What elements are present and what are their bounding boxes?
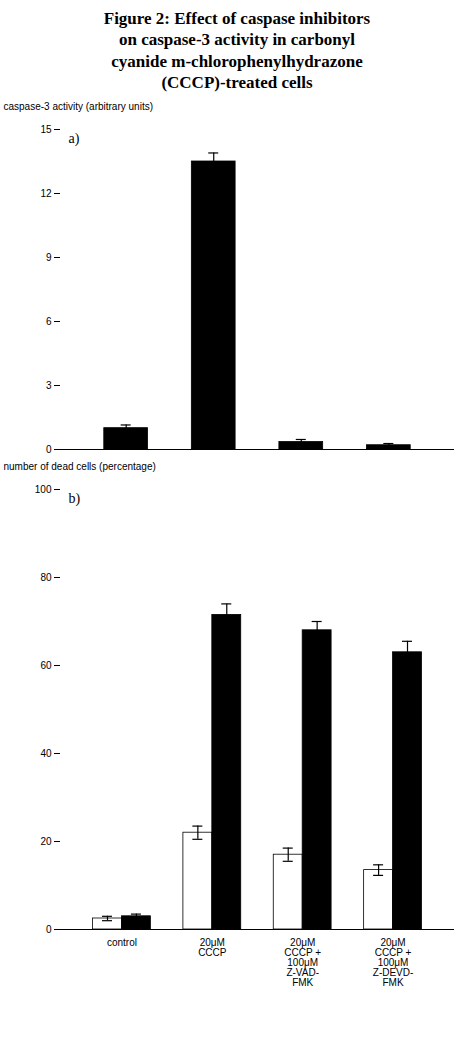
svg-text:a): a) <box>69 131 80 147</box>
svg-text:caspase-3 activity (arbitrary: caspase-3 activity (arbitrary units) <box>4 101 154 112</box>
svg-text:20μMCCCP: 20μMCCCP <box>198 937 227 958</box>
svg-text:control: control <box>107 937 137 948</box>
svg-text:40: 40 <box>40 748 52 759</box>
svg-text:20μMCCCP +100μMZ-DEVD-FMK: 20μMCCCP +100μMZ-DEVD-FMK <box>373 937 414 988</box>
svg-text:60: 60 <box>40 660 52 671</box>
svg-text:0: 0 <box>46 444 52 455</box>
html-text:Figure 2: Effect of caspase in: Figure 2: Effect of caspase inhibitors <box>103 9 371 28</box>
svg-text:b): b) <box>69 491 81 507</box>
html-text:on caspase-3 activity in carbo: on caspase-3 activity in carbonyl <box>118 30 355 50</box>
html-text:(CCCP)-treated cells: (CCCP)-treated cells <box>161 72 313 92</box>
svg-text:9: 9 <box>46 252 52 263</box>
svg-text:6: 6 <box>46 316 52 327</box>
svg-text:20: 20 <box>40 836 52 847</box>
svg-text:20μMCCCP +100μMZ-VAD-FMK: 20μMCCCP +100μMZ-VAD-FMK <box>284 937 321 988</box>
svg-text:15: 15 <box>40 124 52 135</box>
svg-text:number of dead cells (percenta: number of dead cells (percentage) <box>4 461 156 472</box>
svg-text:100: 100 <box>35 484 52 495</box>
svg-text:3: 3 <box>46 380 52 391</box>
svg-text:12: 12 <box>40 188 52 199</box>
html-text:cyanide m-chlorophenylhydrazon: cyanide m-chlorophenylhydrazone <box>111 51 363 71</box>
svg-text:0: 0 <box>46 924 52 935</box>
svg-text:80: 80 <box>40 572 52 583</box>
